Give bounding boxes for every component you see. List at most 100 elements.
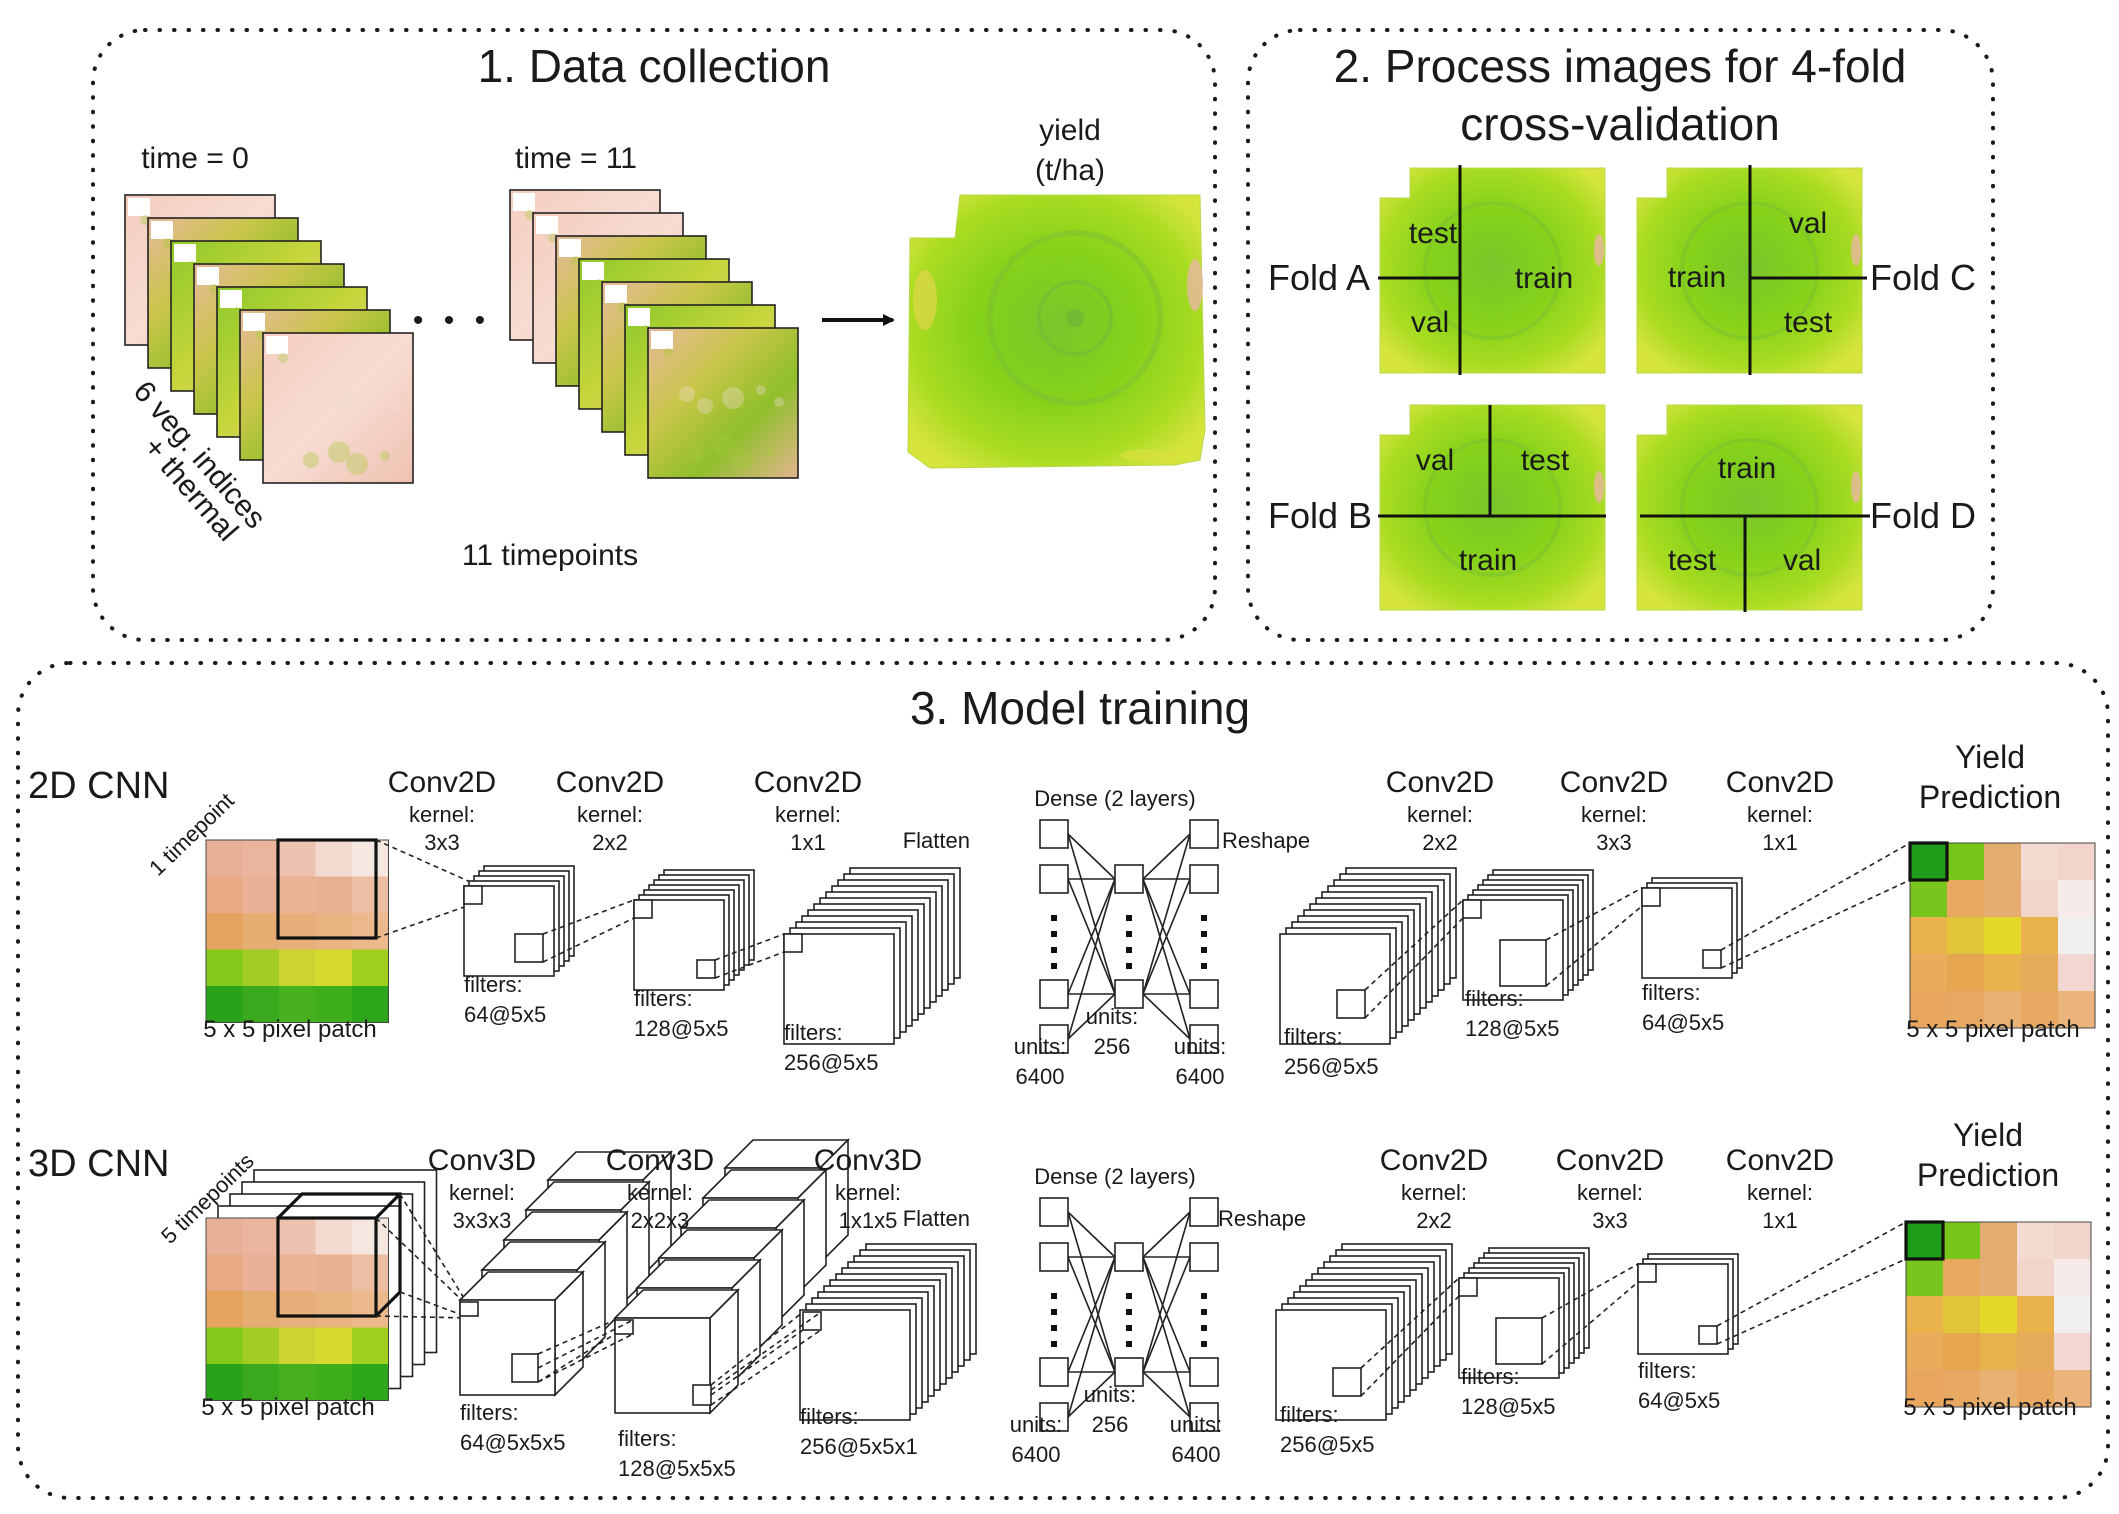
patch-pixel — [2054, 1370, 2091, 1407]
patch-pixel — [279, 1218, 316, 1255]
layer-filters-value: 128@5x5 — [634, 1016, 729, 1041]
layer-filters-label: filters: — [800, 1404, 859, 1429]
cnn3d-dense-network — [1039, 1197, 1219, 1432]
cnn3d-dec3-kernel-a — [1637, 1263, 1657, 1283]
dense-ellipsis-dot — [1126, 1341, 1132, 1347]
panel-data-collection — [91, 28, 1217, 642]
layer-kernel-value: 3x3 — [424, 830, 459, 855]
layer-filters-label: filters: — [1465, 986, 1524, 1011]
patch-pixel — [1984, 843, 2021, 880]
cube-projection — [710, 1311, 804, 1386]
cnn2d-enc3-kernel-a — [783, 933, 803, 953]
cnn2d-dec-proj-2b — [1545, 905, 1643, 987]
layer-kernel-label: kernel: — [1401, 1180, 1467, 1205]
image-texture — [688, 447, 704, 463]
image-texture — [346, 453, 368, 475]
dense-connection — [1142, 1256, 1191, 1418]
patch-pixel — [1943, 1370, 1980, 1407]
layer-kernel-value: 2x2 — [592, 830, 627, 855]
dense-connection — [1067, 833, 1116, 880]
cnn3d-output-pixel-box — [1904, 1220, 1945, 1261]
dense-ellipsis-dot — [1051, 915, 1057, 921]
patch-pixel — [1980, 1259, 2017, 1296]
cross-validation-title-line1: 2. Process images for 4-fold — [1334, 40, 1907, 92]
dense-ellipsis-dot — [1201, 963, 1207, 969]
dense-unit — [1189, 1024, 1219, 1054]
cnn2d-dec2-kernel-a — [1462, 899, 1482, 919]
patch-pixel — [315, 840, 352, 877]
layer-kernel-value: 3x3 — [1592, 1208, 1627, 1233]
cnn3d-title: 3D CNN — [28, 1143, 169, 1185]
cube-projection — [375, 1315, 471, 1319]
patch-pixel — [242, 1364, 279, 1401]
cnn3d-flatten-label: Flatten — [903, 1206, 970, 1231]
image-layer-notch — [266, 336, 288, 354]
patch-pixel — [279, 1364, 316, 1401]
layer-name: Conv2D — [556, 766, 664, 799]
layer-filters-value: 256@5x5x1 — [800, 1434, 918, 1459]
dense-ellipsis-dot — [1051, 1325, 1057, 1331]
patch-pixel — [1910, 880, 1947, 917]
dense-unit — [1039, 819, 1069, 849]
cnn3d-units-mid-value: 256 — [1092, 1412, 1129, 1437]
dense-unit — [1114, 1357, 1144, 1387]
patch-pixel — [206, 1327, 243, 1364]
cube-projection — [710, 1311, 822, 1391]
dense-unit — [1189, 1402, 1219, 1432]
layer-kernel-value: 3x3 — [1596, 830, 1631, 855]
cnn3d-output-title-line1: Yield — [1953, 1117, 2023, 1153]
cnn3d-units-out-value: 6400 — [1172, 1442, 1221, 1467]
cnn2d-enc2-kernel-b — [696, 959, 716, 979]
dense-connection — [1142, 1211, 1191, 1258]
cnn2d-dense-network — [1039, 819, 1219, 1054]
patch-pixel — [1947, 954, 1984, 991]
patch-pixel — [279, 986, 316, 1023]
fold-b-region-2: test — [1521, 444, 1570, 477]
dense-connection — [1142, 993, 1191, 1040]
cnn3d-encoder — [458, 1138, 977, 1421]
dense-ellipsis-dot — [1051, 1309, 1057, 1315]
layer-filters-label: filters: — [1638, 1358, 1697, 1383]
patch-pixel — [352, 1218, 389, 1255]
image-texture — [294, 391, 310, 407]
patch-pixel — [206, 986, 243, 1023]
model-training-title: 3. Model training — [910, 682, 1250, 734]
image-layer-notch — [605, 285, 627, 303]
image-texture — [312, 403, 328, 419]
cnn2d-output-label: 5 x 5 pixel patch — [1906, 1016, 2079, 1043]
patch-pixel — [2058, 917, 2095, 954]
patch-pixel — [206, 1218, 243, 1255]
fold-c-name: Fold C — [1870, 257, 1976, 298]
patch-pixel — [315, 986, 352, 1023]
dense-ellipsis-dot — [1201, 1325, 1207, 1331]
layer-kernel-label: kernel: — [1747, 1180, 1813, 1205]
cnn2d-flatten-label: Flatten — [903, 828, 970, 853]
cube-projection — [399, 1291, 471, 1319]
cnn2d-out-proj-a — [1720, 842, 1911, 951]
cnn2d-dec1-kernel — [1336, 989, 1366, 1019]
layer-kernel-value: 1x1 — [1762, 830, 1797, 855]
image-texture — [389, 402, 399, 412]
fold-field — [1379, 404, 1606, 611]
cnn3d-dense-title: Dense (2 layers) — [1034, 1164, 1195, 1189]
layer-kernel-label: kernel: — [1581, 802, 1647, 827]
layer-filters-value: 128@5x5 — [1461, 1394, 1556, 1419]
layer-filters-value: 128@5x5 — [1465, 1016, 1560, 1041]
cube-projection — [375, 1217, 471, 1309]
image-layer-notch — [628, 308, 650, 326]
cnn2d-input-patch — [205, 839, 389, 1023]
patch-pixel — [206, 876, 243, 913]
dense-connection — [1067, 1256, 1116, 1418]
image-layer-notch — [536, 216, 558, 234]
cnn2d-dec3-kernel-a — [1641, 887, 1661, 907]
patch-pixel — [242, 913, 279, 950]
cnn2d-units-out-label: units: — [1174, 1034, 1227, 1059]
cnn3d-out-proj-a — [1716, 1221, 1907, 1327]
patch-pixel — [206, 949, 243, 986]
dense-unit — [1189, 1242, 1219, 1272]
layer-kernel-value: 3x3x3 — [453, 1208, 512, 1233]
layer-filters-label: filters: — [618, 1426, 677, 1451]
image-layer-notch — [197, 267, 219, 285]
dense-connection — [1067, 1211, 1116, 1258]
cnn3d-output-label: 5 x 5 pixel patch — [1903, 1394, 2076, 1421]
